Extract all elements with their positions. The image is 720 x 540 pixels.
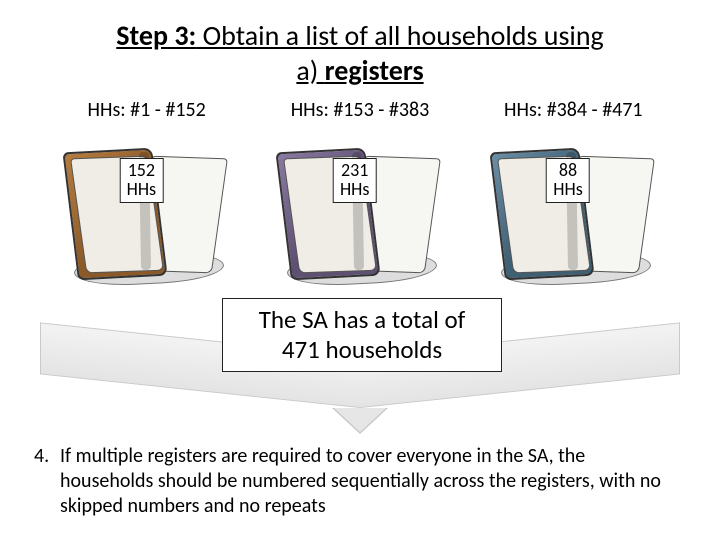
title-rest1: Obtain a list of all households using [196,18,604,53]
note-text: If multiple registers are required to co… [60,444,680,519]
slide-title: Step 3: Obtain a list of all households … [0,0,720,88]
note-number: 4. [34,444,60,519]
book-column: HHs: #153 - #383 231HHs [255,98,465,290]
total-line2: 471 households [282,334,442,365]
title-line2-prefix: a) [296,53,324,88]
book-count-label: 231HHs [333,158,377,203]
title-step: Step 3: [116,18,196,53]
range-label: HHs: #153 - #383 [291,98,430,122]
title-line2-bold: registers [325,53,424,88]
book-column: HHs: #384 - #471 88HHs [468,98,678,290]
book-column: HHs: #1 - #152 152HHs [42,98,252,290]
range-label: HHs: #384 - #471 [504,98,643,122]
note-row: 4. If multiple registers are required to… [34,444,680,519]
total-line1: The SA has a total of [259,304,466,335]
book-illustration: 152HHs [64,130,229,290]
book-count-unit: HHs [127,178,156,200]
range-label: HHs: #1 - #152 [88,98,206,122]
book-count-label: 88HHs [546,158,590,203]
book-illustration: 231HHs [277,130,442,290]
book-illustration: 88HHs [491,130,656,290]
chevron-point [334,408,386,432]
books-row: HHs: #1 - #152 152HHs HHs: #153 - #383 231H… [0,88,720,290]
book-count-label: 152HHs [119,158,163,203]
book-count-unit: HHs [340,178,369,200]
total-box: The SA has a total of 471 households [222,298,502,372]
book-count-unit: HHs [553,178,582,200]
